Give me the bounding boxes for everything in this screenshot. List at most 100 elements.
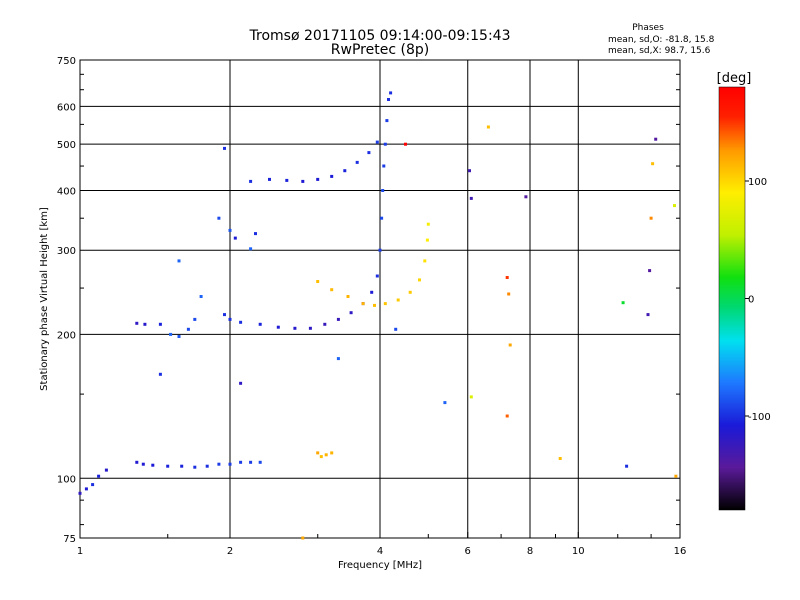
chart-subtitle: RwPretec (8p) — [331, 42, 429, 58]
echo-point — [239, 320, 243, 324]
x-tick-label: 16 — [674, 546, 687, 557]
x-axis-label: Frequency [MHz] — [338, 560, 422, 571]
y-tick-label: 500 — [57, 140, 76, 151]
y-tick-label: 75 — [63, 534, 76, 545]
echo-point — [367, 151, 371, 155]
echo-point — [276, 325, 280, 329]
echo-point — [625, 464, 629, 468]
echo-point — [349, 311, 353, 315]
echo-point — [166, 464, 170, 468]
chart-title: Tromsø 20171105 09:14:00-09:15:43 — [249, 28, 511, 44]
x-tick-label: 1 — [77, 546, 83, 557]
echo-point — [104, 468, 108, 472]
echo-point — [205, 464, 209, 468]
echo-point — [426, 222, 430, 226]
stats-line-o: mean, sd,O: -81.8, 15.8 — [608, 35, 715, 45]
echo-point — [186, 327, 190, 331]
echo-point — [651, 162, 655, 166]
echo-point — [308, 326, 312, 330]
echo-point — [135, 460, 139, 464]
echo-point — [673, 204, 676, 208]
colorbar-ticks: 100 0 -100 — [745, 177, 771, 423]
echo-point — [336, 357, 340, 361]
x-axis-ticks: 1 2 4 6 8 10 16 — [77, 532, 687, 557]
y-tick-label: 300 — [57, 246, 76, 257]
echo-point — [674, 474, 678, 478]
echo-point — [285, 178, 289, 182]
echo-point — [228, 317, 232, 321]
colorbar-label: [deg] — [717, 71, 752, 86]
echo-point — [418, 278, 421, 282]
echo-point — [239, 460, 243, 464]
echo-point — [193, 465, 197, 469]
y-tick-label: 400 — [57, 186, 76, 197]
echo-point — [223, 313, 226, 317]
echo-point — [233, 236, 237, 240]
echo-point — [249, 460, 253, 464]
echo-point — [177, 335, 181, 338]
echo-point — [370, 290, 374, 294]
echo-point — [228, 228, 232, 232]
x-tick-label: 6 — [465, 546, 471, 557]
echo-point — [524, 195, 528, 199]
echo-point — [648, 269, 652, 273]
echo-point — [249, 179, 253, 183]
y-tick-label: 600 — [57, 102, 76, 113]
echo-point — [316, 177, 320, 181]
echo-point — [330, 288, 334, 292]
echo-point — [258, 460, 262, 464]
echo-point — [330, 174, 334, 178]
echo-point — [381, 189, 385, 192]
colorbar-tick-label: 100 — [748, 177, 767, 188]
echo-point — [394, 327, 398, 331]
echo-point — [268, 177, 271, 181]
echo-point — [158, 372, 162, 376]
echo-point — [375, 274, 379, 278]
echo-point — [199, 295, 203, 298]
echo-point — [323, 322, 327, 326]
echo-point — [382, 164, 386, 168]
echo-point — [385, 119, 389, 123]
colorbar-tick-label: 0 — [748, 295, 754, 306]
echo-point — [469, 196, 473, 200]
echo-point — [425, 238, 429, 242]
echo-point — [217, 216, 221, 220]
echo-point — [380, 216, 384, 220]
echo-point — [316, 451, 320, 455]
echo-point — [169, 332, 173, 336]
echo-point — [387, 98, 390, 101]
echo-point — [486, 125, 490, 129]
echo-point — [443, 401, 447, 405]
echo-point — [423, 259, 427, 263]
echo-point — [507, 292, 511, 296]
echo-point — [319, 455, 323, 459]
echo-point — [78, 491, 82, 495]
echo-point — [84, 487, 88, 491]
echo-point — [180, 464, 184, 468]
echo-point — [158, 322, 162, 326]
stats-heading: Phases — [632, 23, 664, 33]
colorbar — [718, 86, 746, 511]
echo-point — [468, 169, 471, 173]
y-axis-ticks: 75 100 200 300 400 500 600 750 — [57, 56, 680, 545]
stats-line-x: mean, sd,X: 98.7, 15.6 — [608, 46, 711, 56]
x-tick-label: 8 — [527, 546, 533, 557]
echo-point — [135, 321, 139, 325]
echo-point — [316, 280, 320, 283]
echo-point — [508, 343, 512, 347]
echo-point — [217, 462, 221, 466]
colorbar-tick-label: -100 — [748, 412, 771, 423]
echo-point — [330, 451, 334, 455]
echo-point — [355, 160, 359, 164]
x-tick-label: 4 — [377, 546, 383, 557]
echo-point — [505, 414, 509, 418]
echo-point — [654, 137, 658, 141]
echo-point — [223, 146, 226, 150]
x-tick-label: 10 — [572, 546, 585, 557]
echo-point — [91, 483, 95, 487]
echo-point — [469, 395, 473, 399]
y-tick-label: 100 — [57, 474, 76, 485]
echo-point — [177, 259, 181, 263]
echo-point — [324, 453, 328, 457]
